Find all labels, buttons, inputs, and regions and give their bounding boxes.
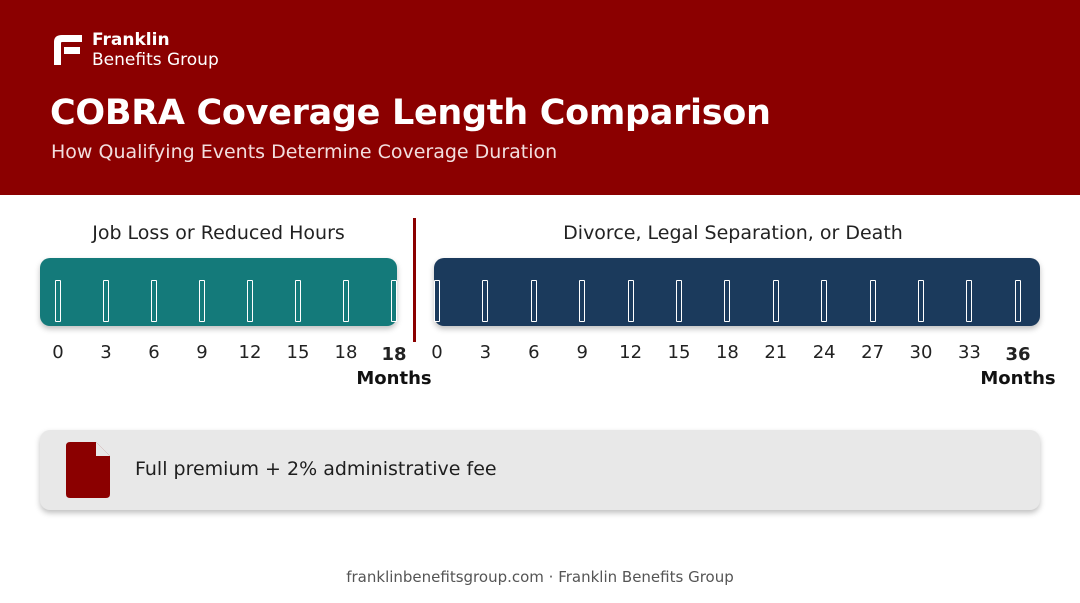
right-tick-label: 18 — [715, 342, 739, 363]
right-tick-label: 9 — [576, 342, 588, 363]
document-icon — [66, 442, 110, 498]
timeline-bar-36-months — [434, 258, 1040, 326]
left-tick-label: 6 — [148, 342, 160, 363]
right-tick-label: 24 — [812, 342, 836, 363]
right-tick-label: 21 — [764, 342, 788, 363]
right-tick-mark — [482, 280, 489, 322]
right-tick-label: 27 — [861, 342, 885, 363]
left-section-label: Job Loss or Reduced Hours — [92, 222, 345, 244]
left-tick-label: 0 — [52, 342, 64, 363]
right-tick-mark — [1014, 280, 1021, 322]
left-tick-mark — [247, 280, 253, 322]
brand-sub: Benefits Group — [92, 50, 219, 70]
left-tick-mark — [391, 280, 397, 322]
franklin-logo-icon — [54, 35, 82, 65]
left-tick-mark — [55, 280, 61, 322]
right-tick-label: 33 — [957, 342, 981, 363]
right-tick-mark — [966, 280, 973, 322]
left-tick-label: 15 — [286, 342, 310, 363]
brand-block: Franklin Benefits Group — [92, 30, 219, 70]
right-tick-mark — [821, 280, 828, 322]
left-end-value: 18 — [381, 344, 407, 365]
right-tick-mark — [772, 280, 779, 322]
right-tick-label: 15 — [667, 342, 691, 363]
left-tick-mark — [343, 280, 349, 322]
left-tick-label: 12 — [238, 342, 262, 363]
right-tick-mark — [676, 280, 682, 322]
info-box: Full premium + 2% administrative fee — [40, 430, 1040, 510]
left-tick-mark — [103, 280, 109, 322]
right-tick-label: 3 — [479, 342, 492, 363]
right-tick-mark — [869, 280, 876, 322]
left-end-unit: Months — [356, 368, 432, 389]
right-tick-label: 30 — [909, 342, 933, 363]
page-title: COBRA Coverage Length Comparison — [50, 93, 771, 133]
right-tick-label: 0 — [431, 342, 443, 363]
page-subtitle: How Qualifying Events Determine Coverage… — [51, 141, 558, 163]
left-tick-mark — [199, 280, 205, 322]
right-tick-label: 12 — [619, 342, 643, 363]
left-tick-mark — [295, 280, 301, 322]
info-text: Full premium + 2% administrative fee — [135, 458, 497, 480]
left-tick-mark — [151, 280, 157, 322]
left-tick-label: 9 — [196, 342, 208, 363]
section-divider — [413, 218, 416, 342]
right-tick-label: 6 — [528, 342, 540, 363]
right-tick-mark — [724, 280, 731, 322]
right-tick-mark — [579, 280, 586, 322]
left-tick-label: 18 — [334, 342, 358, 363]
right-tick-mark — [434, 280, 440, 322]
brand-name: Franklin — [92, 30, 170, 50]
right-tick-mark — [530, 280, 537, 322]
right-end-value: 36 — [1005, 344, 1031, 365]
footer-text: franklinbenefitsgroup.com · Franklin Ben… — [346, 568, 734, 586]
left-tick-label: 3 — [100, 342, 112, 363]
header-banner: Franklin Benefits Group COBRA Coverage L… — [0, 0, 1080, 195]
timeline-bar-18-months — [40, 258, 397, 326]
right-section-label: Divorce, Legal Separation, or Death — [563, 222, 903, 244]
right-tick-mark — [918, 280, 924, 322]
right-end-unit: Months — [980, 368, 1056, 389]
right-tick-mark — [627, 280, 634, 322]
